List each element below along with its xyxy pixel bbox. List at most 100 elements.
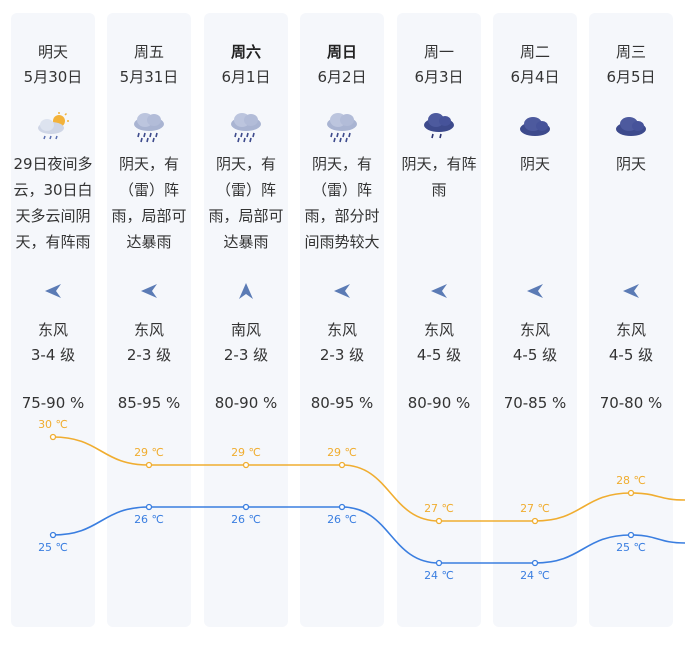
arrow-left-icon	[621, 281, 641, 301]
low-temp-point	[242, 503, 250, 511]
arrow-left-icon	[139, 281, 159, 301]
arrow-up-icon	[236, 281, 256, 301]
low-temp-point	[145, 503, 153, 511]
weekday-label: 周二	[519, 43, 550, 61]
weather-description-line: 云，30日白	[13, 181, 93, 199]
weather-description-line: 阴天，有	[215, 155, 276, 173]
weather-description-line: （雷）阵	[118, 181, 179, 199]
wind-level: 4-5 级	[416, 346, 462, 364]
low-temp-point	[627, 531, 635, 539]
wind-direction: 东风	[37, 321, 68, 339]
low-temp-label: 25 ℃	[38, 541, 68, 554]
weekday-label: 周日	[326, 43, 357, 61]
weather-description: 阴天，有 （雷）阵雨，局部可达暴雨	[107, 151, 191, 255]
date-label: 6月1日	[221, 68, 271, 86]
high-temp-label: 28 ℃	[616, 474, 646, 487]
weather-description-line: 阴天，有阵	[401, 155, 477, 173]
weather-description-line: （雷）阵	[215, 181, 276, 199]
weather-description-line: 29日夜间多	[13, 155, 93, 173]
high-temp-point	[435, 517, 443, 525]
high-temp-label: 27 ℃	[424, 502, 454, 515]
weather-description-line: 间雨势较大	[304, 233, 380, 251]
low-temp-point	[49, 531, 57, 539]
weather-description: 29日夜间多 云，30日白 天多云间阴天，有阵雨	[11, 151, 95, 255]
low-temp-label: 25 ℃	[616, 541, 646, 554]
humidity: 80-95 %	[310, 394, 374, 412]
weather-description: 阴天，有 （雷）阵雨，局部可达暴雨	[204, 151, 288, 255]
low-temp-label: 24 ℃	[520, 569, 550, 582]
wind-direction: 东风	[133, 321, 164, 339]
weather-description: 阴天，有 （雷）阵雨，部分时间雨势较大	[300, 151, 384, 255]
wind-direction: 东风	[615, 321, 646, 339]
weather-description-line: 达暴雨	[223, 233, 269, 251]
weekday-label: 周六	[230, 43, 261, 61]
high-temp-point	[242, 461, 250, 469]
date-label: 6月3日	[414, 68, 464, 86]
thunder-rain-icon	[322, 111, 362, 143]
weather-description-line: 雨，局部可	[111, 207, 187, 225]
wind-level: 2-3 级	[319, 346, 365, 364]
humidity: 80-90 %	[214, 394, 278, 412]
low-temp-label: 24 ℃	[424, 569, 454, 582]
low-temp-point	[338, 503, 346, 511]
weather-description: 阴天，有阵雨	[397, 151, 481, 203]
weekday-label: 明天	[37, 43, 68, 61]
wind-direction: 东风	[519, 321, 550, 339]
humidity: 75-90 %	[21, 394, 85, 412]
wind-level: 2-3 级	[223, 346, 269, 364]
weather-description: 阴天	[589, 151, 673, 177]
arrow-left-icon	[332, 281, 352, 301]
weather-description-line: 阴天	[615, 155, 646, 173]
overcast-icon	[611, 111, 651, 143]
date-label: 6月2日	[317, 68, 367, 86]
arrow-left-icon	[525, 281, 545, 301]
day-column: 明天 5月30日 29日夜间多 云，30日白 天多云间阴天，有阵雨 东风 3-4 级…	[11, 13, 95, 627]
high-temp-label: 27 ℃	[520, 502, 550, 515]
wind-level: 3-4 级	[30, 346, 76, 364]
weather-description-line: 雨，局部可	[208, 207, 284, 225]
high-temp-label: 29 ℃	[327, 446, 357, 459]
weather-description-line: 天，有阵雨	[15, 233, 91, 251]
low-temp-point	[531, 559, 539, 567]
weather-description-line: 天多云间阴	[15, 207, 91, 225]
date-label: 6月4日	[510, 68, 560, 86]
date-label: 5月30日	[23, 68, 83, 86]
arrow-left-icon	[429, 281, 449, 301]
day-column: 周一 6月3日 阴天，有阵雨 东风 4-5 级 80-90 %	[397, 13, 481, 627]
high-temp-label: 29 ℃	[231, 446, 261, 459]
low-temp-label: 26 ℃	[327, 513, 357, 526]
cloud-rain-icon	[419, 111, 459, 143]
weather-description-line: 雨，部分时	[304, 207, 380, 225]
high-temp-point	[145, 461, 153, 469]
day-column: 周日 6月2日 阴天，有 （雷）阵雨，部分时间雨势较大 东风 2-3 级 80-9…	[300, 13, 384, 627]
overcast-icon	[515, 111, 555, 143]
high-temp-point	[49, 433, 57, 441]
humidity: 80-90 %	[407, 394, 471, 412]
weather-description-line: 达暴雨	[126, 233, 172, 251]
high-temp-label: 29 ℃	[134, 446, 164, 459]
high-temp-point	[338, 461, 346, 469]
weekday-label: 周三	[615, 43, 646, 61]
weather-description-line: 阴天，有	[311, 155, 372, 173]
weather-description-line: （雷）阵	[311, 181, 372, 199]
cloud-sun-rain-icon	[33, 111, 73, 143]
wind-level: 4-5 级	[512, 346, 558, 364]
day-column: 周六 6月1日 阴天，有 （雷）阵雨，局部可达暴雨 南风 2-3 级 80-90 …	[204, 13, 288, 627]
weather-description-line: 阴天	[519, 155, 550, 173]
humidity: 70-80 %	[599, 394, 663, 412]
day-column: 周二 6月4日 阴天 东风 4-5 级 70-85 %	[493, 13, 577, 627]
wind-direction: 东风	[423, 321, 454, 339]
weather-description-line: 阴天，有	[118, 155, 179, 173]
day-column: 周五 5月31日 阴天，有 （雷）阵 雨，局部可 达暴雨 东风 2-3 级 85-95…	[107, 13, 191, 627]
wind-direction: 南风	[230, 321, 261, 339]
wind-direction: 东风	[326, 321, 357, 339]
thunder-rain-icon	[226, 111, 266, 143]
low-temp-point	[435, 559, 443, 567]
wind-level: 4-5 级	[608, 346, 654, 364]
wind-level: 2-3 级	[126, 346, 172, 364]
humidity: 70-85 %	[503, 394, 567, 412]
humidity: 85-95 %	[117, 394, 181, 412]
date-label: 5月31日	[119, 68, 179, 86]
low-temp-label: 26 ℃	[231, 513, 261, 526]
